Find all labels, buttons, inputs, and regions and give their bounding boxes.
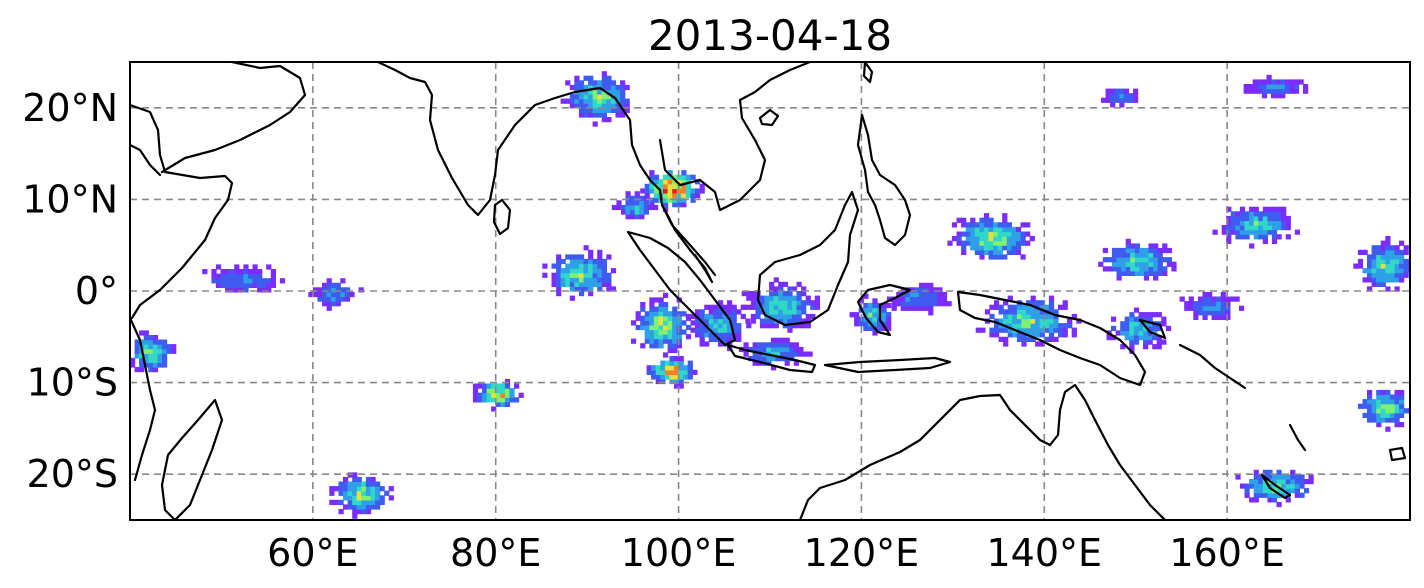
coastline-solomons — [1178, 343, 1247, 390]
y-axis-ticks: 20°N 10°N 0° 10°S 20°S — [22, 86, 118, 496]
precip-cluster-bay-of-bengal-north — [560, 71, 630, 127]
x-tick-label: 60°E — [267, 531, 358, 575]
precip-cluster-mascarene-south — [329, 472, 394, 519]
x-tick-label: 80°E — [450, 531, 541, 575]
precip-cluster-west-pacific-ne — [1212, 206, 1300, 249]
coastline-vanuatu — [1288, 423, 1307, 452]
coastline-sumatra — [626, 230, 737, 347]
x-tick-label: 120°E — [804, 531, 920, 575]
precip-cluster-sumatra-south — [646, 356, 698, 389]
y-tick-label: 20°S — [27, 452, 118, 496]
map-frame — [129, 61, 1411, 521]
coastline-arabia — [130, 103, 234, 320]
precip-cluster-west-pacific-north — [947, 213, 1035, 260]
precip-cluster-west-pacific-mid — [1098, 238, 1177, 281]
coastline-malay — [663, 208, 714, 284]
precip-cluster-pacific-small-north — [1101, 88, 1139, 108]
x-tick-label: 160°E — [1169, 531, 1285, 575]
coastline-gulf-aden — [160, 62, 307, 174]
coastline-myanmar — [553, 86, 717, 277]
coastline-arabia-north — [130, 143, 162, 177]
coastline-india — [376, 62, 557, 217]
coastline-java — [726, 343, 817, 374]
precip-cluster-pacific-small-north2 — [1243, 74, 1309, 99]
coastline-new-caledonia — [1260, 473, 1292, 500]
map-title: 2013-04-18 — [648, 11, 892, 60]
gridlines — [130, 62, 1410, 520]
precip-cluster-date-line-south — [1357, 389, 1410, 432]
coastline-sulawesi — [856, 283, 912, 337]
coastlines — [130, 62, 1407, 520]
precip-cluster-andaman-sea — [640, 170, 705, 212]
y-tick-label: 10°N — [22, 177, 118, 221]
x-axis-ticks: 60°E 80°E 100°E 120°E 140°E 160°E — [267, 531, 1285, 575]
coastline-fiji — [1388, 446, 1407, 462]
coastline-sri-lanka — [492, 198, 512, 236]
coastline-east-africa — [130, 316, 157, 482]
coastline-australia — [798, 383, 1167, 520]
coastline-madagascar — [160, 398, 224, 520]
y-tick-label: 10°S — [27, 361, 118, 405]
coastline-lesser-sunda — [823, 356, 952, 374]
coastline-taiwan — [862, 62, 874, 84]
coastline-bismarck — [1138, 318, 1167, 340]
precip-cluster-north-of-sumatra — [611, 191, 659, 220]
precip-cluster-java-sea-west — [685, 300, 751, 352]
precip-cluster-date-line-east — [1353, 236, 1410, 292]
coastline-indochina — [658, 62, 812, 212]
plot-area — [130, 62, 1410, 520]
precip-cluster-indian-ocean-equator-mid — [308, 278, 364, 311]
x-tick-label: 140°E — [987, 531, 1103, 575]
y-tick-label: 0° — [75, 269, 118, 313]
y-tick-label: 20°N — [22, 86, 118, 130]
precip-cluster-indian-ocean-cluster — [472, 378, 524, 412]
precipitation-layer — [130, 71, 1410, 519]
coastline-new-guinea — [956, 290, 1147, 387]
precip-cluster-indian-ocean-equator-west — [202, 264, 286, 293]
precip-cluster-eastern-indian-ocean — [542, 245, 617, 301]
coastline-hainan — [758, 108, 780, 127]
coastline-philippines — [856, 113, 912, 247]
coastline-borneo — [756, 190, 860, 327]
x-tick-label: 100°E — [621, 531, 737, 575]
